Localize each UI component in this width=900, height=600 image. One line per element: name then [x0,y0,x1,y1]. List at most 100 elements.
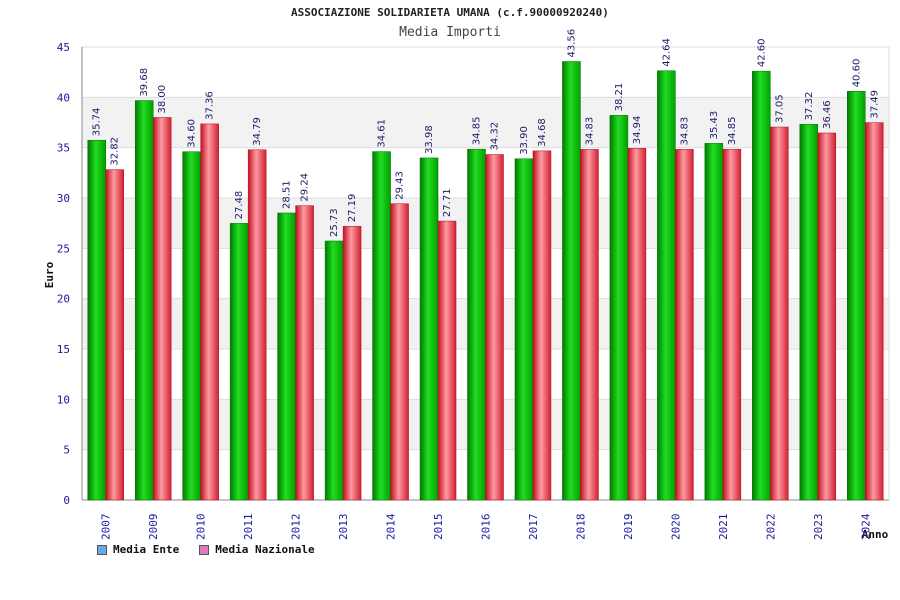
legend-label-media-nazionale: Media Nazionale [215,543,315,556]
data-label: 34.60 [187,119,198,148]
y-tick-label: 15 [57,343,70,356]
data-label: 34.83 [679,117,690,146]
y-tick-label: 25 [57,242,70,255]
data-label: 34.94 [632,116,643,145]
bar-media-ente [372,151,391,501]
data-label: 25.73 [329,208,340,237]
y-tick-label: 5 [63,444,70,457]
x-tick-label: 2022 [764,514,777,541]
y-tick-label: 10 [57,393,70,406]
data-label: 37.05 [774,94,785,123]
data-label: 42.64 [661,38,672,67]
x-tick-label: 2019 [622,514,635,541]
bar-media-nazionale [152,117,172,501]
bar-media-nazionale [532,150,552,501]
data-label: 35.74 [92,108,103,137]
x-tick-label: 2015 [432,514,445,541]
x-tick-label: 2023 [812,514,825,541]
y-tick-label: 35 [57,142,70,155]
x-tick-label: 2014 [385,513,398,540]
data-label: 33.90 [519,126,530,155]
legend-item-media-nazionale: Media Nazionale [199,543,315,556]
y-tick-label: 0 [63,494,70,507]
legend-item-media-ente: Media Ente [97,543,179,556]
data-label: 27.19 [347,194,358,223]
x-tick-label: 2021 [717,514,730,541]
data-label: 34.79 [252,117,263,146]
data-label: 34.85 [472,117,483,146]
y-tick-label: 40 [57,91,70,104]
x-axis-label: Anno [862,528,889,541]
x-tick-label: 2010 [195,514,208,541]
bar-media-ente [704,143,724,501]
x-tick-label: 2016 [480,514,493,541]
bar-media-nazionale [817,132,837,501]
data-label: 34.32 [490,122,501,151]
bar-media-nazionale [722,148,742,501]
data-label: 37.49 [869,90,880,119]
data-label: 38.00 [157,85,168,114]
data-label: 34.83 [584,117,595,146]
data-label: 27.48 [234,191,245,220]
bar-media-ente [87,139,106,501]
legend-label-media-ente: Media Ente [113,543,180,556]
bar-media-nazionale [627,148,647,501]
x-tick-label: 2011 [242,514,255,541]
legend-swatch-media-nazionale [199,544,210,555]
bar-media-ente [609,115,629,501]
data-label: 42.60 [756,39,767,68]
bar-media-ente [562,61,581,501]
data-label: 29.24 [300,173,311,202]
bar-media-nazionale [247,149,267,501]
bar-media-nazionale [437,220,457,501]
data-label: 27.71 [442,188,453,217]
legend: Media Ente Media Nazionale [97,543,315,556]
data-label: 38.21 [614,83,625,112]
bar-media-nazionale [342,226,362,501]
bar-media-ente [182,151,201,501]
bar-media-nazionale [200,123,219,501]
x-tick-label: 2009 [147,514,160,541]
data-label: 43.56 [566,29,577,58]
bar-media-ente [799,124,819,501]
bar-media-ente [514,158,534,501]
x-tick-label: 2013 [337,514,350,541]
y-tick-label: 20 [57,293,70,306]
data-label: 34.61 [377,119,388,148]
bar-media-ente [657,70,676,501]
legend-swatch-media-ente [97,544,107,555]
data-label: 35.43 [709,111,720,140]
data-label: 29.43 [395,171,406,200]
bar-media-ente [324,240,344,501]
chart-title: ASSOCIAZIONE SOLIDARIETA UMANA (c.f.9000… [291,6,609,19]
bar-media-nazionale [865,122,884,501]
y-tick-label: 30 [57,192,70,205]
bar-media-nazionale [580,149,599,501]
bar-media-ente [277,212,296,501]
bar-media-nazionale [295,205,314,501]
data-label: 39.68 [139,68,150,97]
bar-media-nazionale [770,126,789,501]
bar-media-ente [847,91,866,501]
x-tick-label: 2012 [290,514,303,541]
data-label: 40.60 [851,59,862,88]
data-label: 28.51 [282,180,293,209]
data-label: 36.46 [822,100,833,129]
x-tick-label: 2017 [527,514,540,541]
bar-media-nazionale [675,149,694,501]
data-label: 32.82 [110,137,121,166]
bar-media-ente [134,100,154,501]
chart-subtitle: Media Importi [399,25,501,40]
bar-media-nazionale [390,203,409,501]
bar-media-ente [752,70,771,501]
bar-media-ente [467,148,486,501]
data-label: 34.85 [727,117,738,146]
x-tick-label: 2020 [669,514,682,541]
data-label: 34.68 [537,118,548,147]
bar-media-ente [419,157,439,501]
bar-media-nazionale [105,169,124,501]
data-label: 37.36 [205,91,216,120]
data-label: 37.32 [804,92,815,121]
